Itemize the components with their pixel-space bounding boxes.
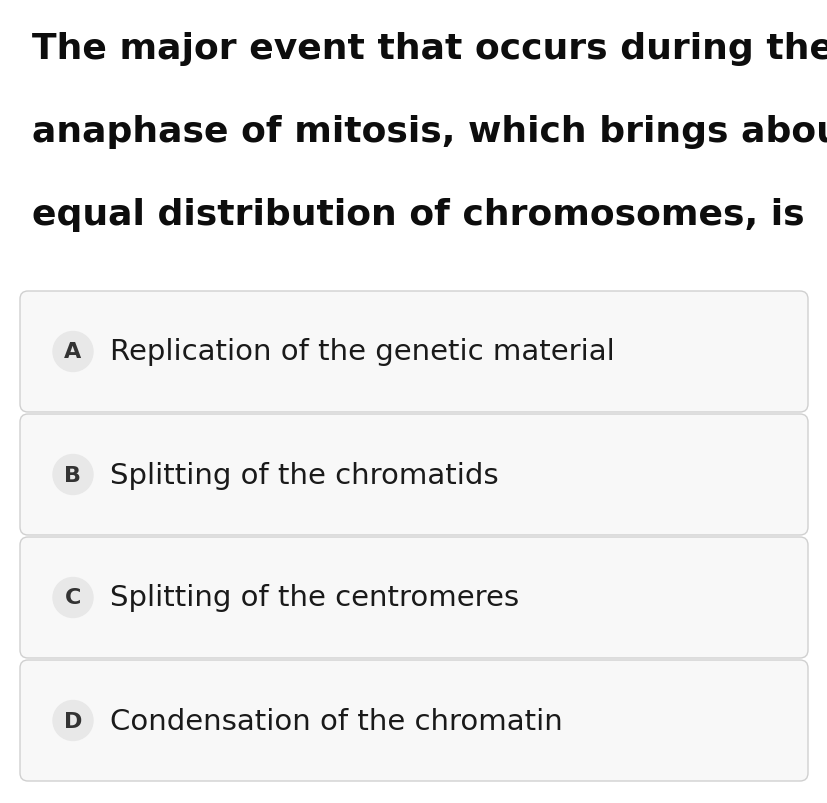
Circle shape <box>53 701 93 740</box>
Text: The major event that occurs during the: The major event that occurs during the <box>32 32 827 66</box>
Text: Splitting of the centromeres: Splitting of the centromeres <box>110 584 519 612</box>
Text: Condensation of the chromatin: Condensation of the chromatin <box>110 707 562 735</box>
FancyBboxPatch shape <box>20 660 807 781</box>
Text: B: B <box>65 465 81 485</box>
Text: C: C <box>65 588 81 608</box>
Circle shape <box>53 455 93 495</box>
Text: Splitting of the chromatids: Splitting of the chromatids <box>110 461 498 489</box>
FancyBboxPatch shape <box>20 537 807 658</box>
Text: equal distribution of chromosomes, is: equal distribution of chromosomes, is <box>32 198 804 232</box>
FancyBboxPatch shape <box>20 291 807 413</box>
Text: anaphase of mitosis, which brings about the: anaphase of mitosis, which brings about … <box>32 115 827 149</box>
Text: D: D <box>64 711 82 731</box>
Text: Replication of the genetic material: Replication of the genetic material <box>110 338 614 366</box>
Circle shape <box>53 578 93 618</box>
Circle shape <box>53 332 93 372</box>
Text: A: A <box>65 342 82 362</box>
FancyBboxPatch shape <box>20 414 807 536</box>
